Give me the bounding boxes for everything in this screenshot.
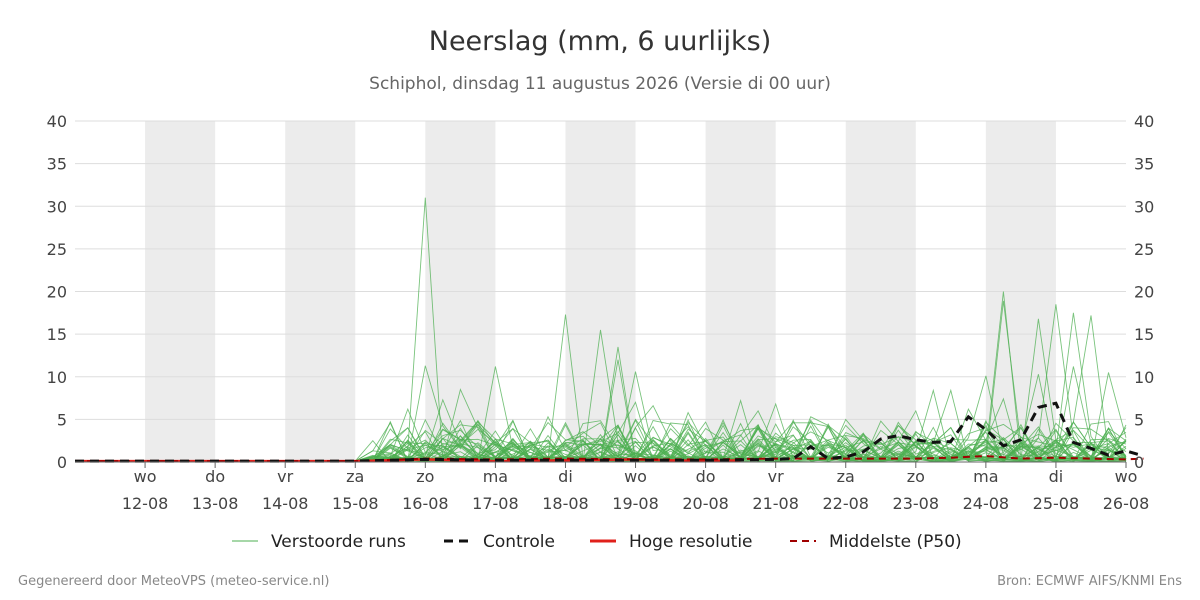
x-tick-date: 14-08 bbox=[262, 494, 309, 513]
y-tick-left-30: 30 bbox=[47, 197, 67, 216]
legend-label-2: Controle bbox=[483, 532, 555, 552]
x-tick-day: za bbox=[837, 467, 855, 486]
y-tick-right-0: 0 bbox=[1134, 453, 1144, 472]
axes bbox=[75, 461, 1127, 468]
y-tick-left-35: 35 bbox=[47, 155, 67, 174]
y-tick-right-10: 10 bbox=[1134, 368, 1154, 387]
x-tick-date: 21-08 bbox=[752, 494, 799, 513]
x-tick-date: 23-08 bbox=[893, 494, 940, 513]
member-line-28 bbox=[110, 375, 1127, 463]
x-tick-day: ma bbox=[973, 467, 998, 486]
x-tick-day: di bbox=[558, 467, 573, 486]
y-tick-right-30: 30 bbox=[1134, 197, 1154, 216]
x-tick-date: 24-08 bbox=[963, 494, 1010, 513]
y-tick-left-15: 15 bbox=[47, 325, 67, 344]
y-tick-left-5: 5 bbox=[57, 410, 67, 429]
x-tick-date: 26-08 bbox=[1103, 494, 1150, 513]
x-tick-date: 15-08 bbox=[332, 494, 379, 513]
y-tick-left-20: 20 bbox=[47, 283, 67, 302]
x-tick-date: 13-08 bbox=[192, 494, 239, 513]
y-tick-left-25: 25 bbox=[47, 240, 67, 259]
member-line-37 bbox=[110, 422, 1127, 463]
x-tick-day: vr bbox=[277, 467, 293, 486]
y-tick-left-40: 40 bbox=[47, 112, 67, 131]
y-tick-right-20: 20 bbox=[1134, 283, 1154, 302]
legend-label-4: Middelste (P50) bbox=[829, 532, 962, 552]
series-line-hoge-resolutie bbox=[75, 458, 741, 463]
x-tick-date: 18-08 bbox=[542, 494, 589, 513]
y-tick-right-25: 25 bbox=[1134, 240, 1154, 259]
ensemble-member-lines bbox=[110, 197, 1127, 463]
chart-title: Neerslag (mm, 6 uurlijks) bbox=[429, 26, 771, 57]
x-tick-day: do bbox=[696, 467, 716, 486]
legend-label-1: Verstoorde runs bbox=[271, 532, 406, 552]
x-tick-date: 25-08 bbox=[1033, 494, 1080, 513]
x-tick-date: 12-08 bbox=[122, 494, 169, 513]
x-tick-day: ma bbox=[483, 467, 508, 486]
y-tick-right-15: 15 bbox=[1134, 325, 1154, 344]
x-tick-date: 20-08 bbox=[682, 494, 729, 513]
member-line-19 bbox=[110, 410, 1127, 463]
x-tick-date: 19-08 bbox=[612, 494, 659, 513]
x-tick-date: 16-08 bbox=[402, 494, 449, 513]
x-tick-date: 22-08 bbox=[822, 494, 869, 513]
x-tick-day: za bbox=[346, 467, 364, 486]
x-tick-day: di bbox=[1049, 467, 1064, 486]
y-tick-left-10: 10 bbox=[47, 368, 67, 387]
footer-generated-by: Gegenereerd door MeteoVPS (meteo-service… bbox=[18, 574, 329, 589]
x-tick-day: zo bbox=[416, 467, 434, 486]
x-tick-date: 17-08 bbox=[472, 494, 519, 513]
y-tick-right-5: 5 bbox=[1134, 410, 1144, 429]
main-series-lines bbox=[75, 401, 1144, 463]
x-tick-day: wo bbox=[624, 467, 647, 486]
y-tick-right-35: 35 bbox=[1134, 155, 1154, 174]
x-tick-day: do bbox=[205, 467, 225, 486]
tick-labels: 0 0 5 5 10 10 15 15 20 20 25 25 30 30 35 35 40 40 wo 12-08 d… bbox=[47, 112, 1155, 513]
footer-source: Bron: ECMWF AIFS/KNMI Ens bbox=[997, 574, 1182, 589]
x-tick-day: wo bbox=[134, 467, 157, 486]
member-line-29 bbox=[110, 291, 1127, 463]
x-tick-day: vr bbox=[768, 467, 784, 486]
x-tick-day: wo bbox=[1115, 467, 1138, 486]
legend: Verstoorde runs Controle Hoge resolutie Mid… bbox=[232, 532, 962, 552]
member-line-34 bbox=[110, 366, 1127, 463]
series-line-controle bbox=[75, 401, 1144, 463]
y-tick-right-40: 40 bbox=[1134, 112, 1154, 131]
legend-label-3: Hoge resolutie bbox=[629, 532, 753, 552]
chart-subtitle: Schiphol, dinsdag 11 augustus 2026 (Vers… bbox=[369, 74, 831, 94]
y-tick-left-0: 0 bbox=[57, 453, 67, 472]
x-tick-day: zo bbox=[907, 467, 925, 486]
